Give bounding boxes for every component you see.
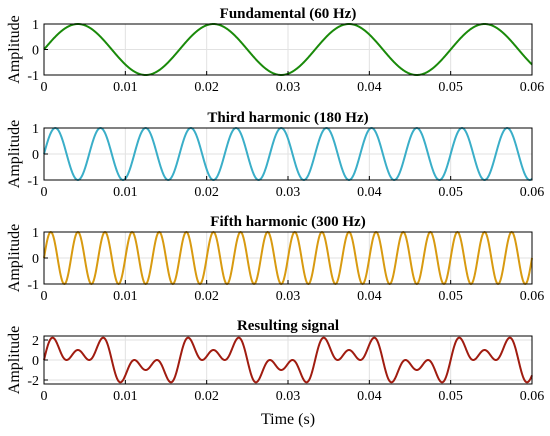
x-tick-label: 0.06	[520, 80, 545, 95]
x-tick-label: 0.03	[276, 389, 301, 404]
y-tick-label: 1	[32, 122, 39, 137]
y-tick-label: 2	[32, 334, 39, 349]
y-tick-label: 0	[32, 252, 39, 267]
x-tick-label: 0.05	[438, 389, 463, 404]
y-tick-label: 0	[32, 148, 39, 163]
x-tick-label: 0.02	[194, 80, 219, 95]
y-axis-label: Amplitude	[6, 326, 23, 394]
x-tick-label: 0.03	[276, 185, 301, 200]
x-tick-label: 0.02	[194, 289, 219, 304]
chart-panel-1: 0 0.01 0.02 0.03 0.04 0.05 0.0610-1Fundamental…	[6, 6, 544, 95]
x-tick-label: 0.04	[357, 389, 382, 404]
y-axis-label: Amplitude	[6, 120, 23, 188]
x-tick-label: 0.02	[194, 389, 219, 404]
chart-title: Fundamental (60 Hz)	[220, 6, 357, 22]
x-tick-label: 0.04	[357, 80, 382, 95]
series-line	[43, 336, 533, 384]
y-axis-label: Amplitude	[6, 224, 23, 292]
x-tick-label: 0.01	[113, 185, 138, 200]
y-tick-label: -1	[27, 278, 39, 293]
x-tick-label: 0.04	[357, 289, 382, 304]
y-tick-label: -2	[27, 374, 39, 389]
series-line	[43, 231, 533, 285]
y-tick-label: -1	[27, 69, 39, 84]
x-tick-label: 0	[41, 289, 48, 304]
x-tick-label: 0.03	[276, 289, 301, 304]
x-tick-label: 0	[41, 80, 48, 95]
x-tick-label: 0.06	[520, 289, 545, 304]
chart-title: Fifth harmonic (300 Hz)	[210, 214, 365, 230]
y-tick-label: 0	[32, 354, 39, 369]
chart-title: Third harmonic (180 Hz)	[207, 110, 368, 126]
x-tick-label: 0	[41, 389, 48, 404]
x-axis-label: Time (s)	[261, 411, 315, 428]
x-tick-label: 0.01	[113, 80, 138, 95]
x-tick-label: 0.01	[113, 389, 138, 404]
x-tick-label: 0	[41, 185, 48, 200]
x-tick-label: 0.03	[276, 80, 301, 95]
x-tick-label: 0.04	[357, 185, 382, 200]
x-tick-label: 0.06	[520, 185, 545, 200]
x-tick-label: 0.05	[438, 80, 463, 95]
y-tick-label: -1	[27, 174, 39, 189]
x-tick-label: 0.02	[194, 185, 219, 200]
y-tick-label: 1	[32, 18, 39, 33]
y-tick-label: 1	[32, 226, 39, 241]
chart-title: Resulting signal	[237, 318, 339, 334]
x-tick-label: 0.01	[113, 289, 138, 304]
x-tick-label: 0.05	[438, 289, 463, 304]
x-tick-label: 0.05	[438, 185, 463, 200]
y-tick-label: 0	[32, 44, 39, 59]
x-tick-label: 0.06	[520, 389, 545, 404]
y-axis-label: Amplitude	[6, 15, 23, 83]
